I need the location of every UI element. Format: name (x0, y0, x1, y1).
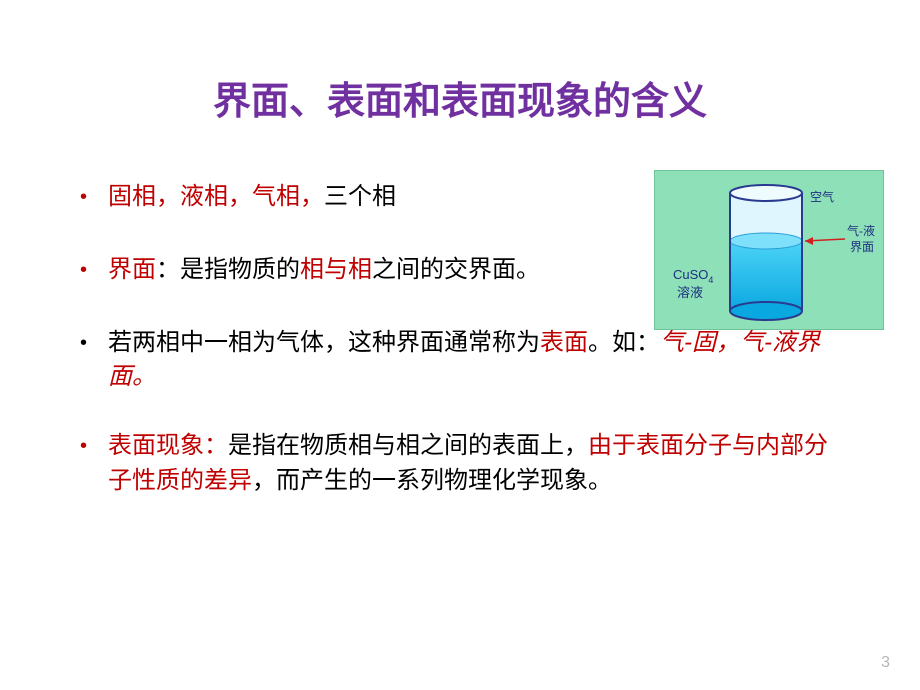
slide-title: 界面、表面和表面现象的含义 (80, 70, 840, 125)
label-interface-2: 界面 (850, 240, 874, 254)
text-span: 界面 (108, 256, 156, 283)
label-air: 空气 (810, 189, 834, 204)
text-span: 表面 (540, 329, 588, 356)
arrow-interface (805, 237, 845, 245)
bullet-marker: • (80, 180, 108, 214)
text-span: 三个相 (324, 183, 396, 210)
text-span: 。如： (588, 329, 660, 356)
bullet-3: • 若两相中一相为气体，这种界面通常称为表面。如：气-固，气-液界面。 (80, 326, 840, 396)
beaker (730, 185, 802, 320)
bullet-text: 若两相中一相为气体，这种界面通常称为表面。如：气-固，气-液界面。 (108, 326, 840, 396)
text-span: 之间的交界面。 (372, 256, 540, 283)
text-span: 是指在物质相与相之间的表面上， (228, 432, 588, 459)
label-solution-cn: 溶液 (677, 285, 703, 300)
label-solution-formula: CuSO4 (673, 267, 713, 285)
text-span: 若两相中一相为气体，这种界面通常称为 (108, 329, 540, 356)
bullet-marker: • (80, 253, 108, 287)
beaker-svg: 空气 气-液 界面 CuSO4 溶液 (655, 171, 885, 331)
page-number: 3 (881, 654, 890, 672)
text-span: 表面现象： (108, 432, 228, 459)
slide: 界面、表面和表面现象的含义 • 固相，液相，气相，三个相 • 界面：是指物质的相… (0, 0, 920, 690)
text-span: ，而产生的一系列物理化学现象。 (252, 467, 612, 494)
bullet-marker: • (80, 429, 108, 463)
text-span: 固相，液相，气相， (108, 183, 324, 210)
bullet-4: • 表面现象：是指在物质相与相之间的表面上，由于表面分子与内部分子性质的差异，而… (80, 429, 840, 499)
text-span: ：是指物质的 (156, 256, 300, 283)
bullet-marker: • (80, 326, 108, 360)
bullet-text: 表面现象：是指在物质相与相之间的表面上，由于表面分子与内部分子性质的差异，而产生… (108, 429, 840, 499)
text-span: 相与相 (300, 256, 372, 283)
beaker-diagram: 空气 气-液 界面 CuSO4 溶液 (654, 170, 884, 330)
label-interface-1: 气-液 (847, 223, 875, 238)
